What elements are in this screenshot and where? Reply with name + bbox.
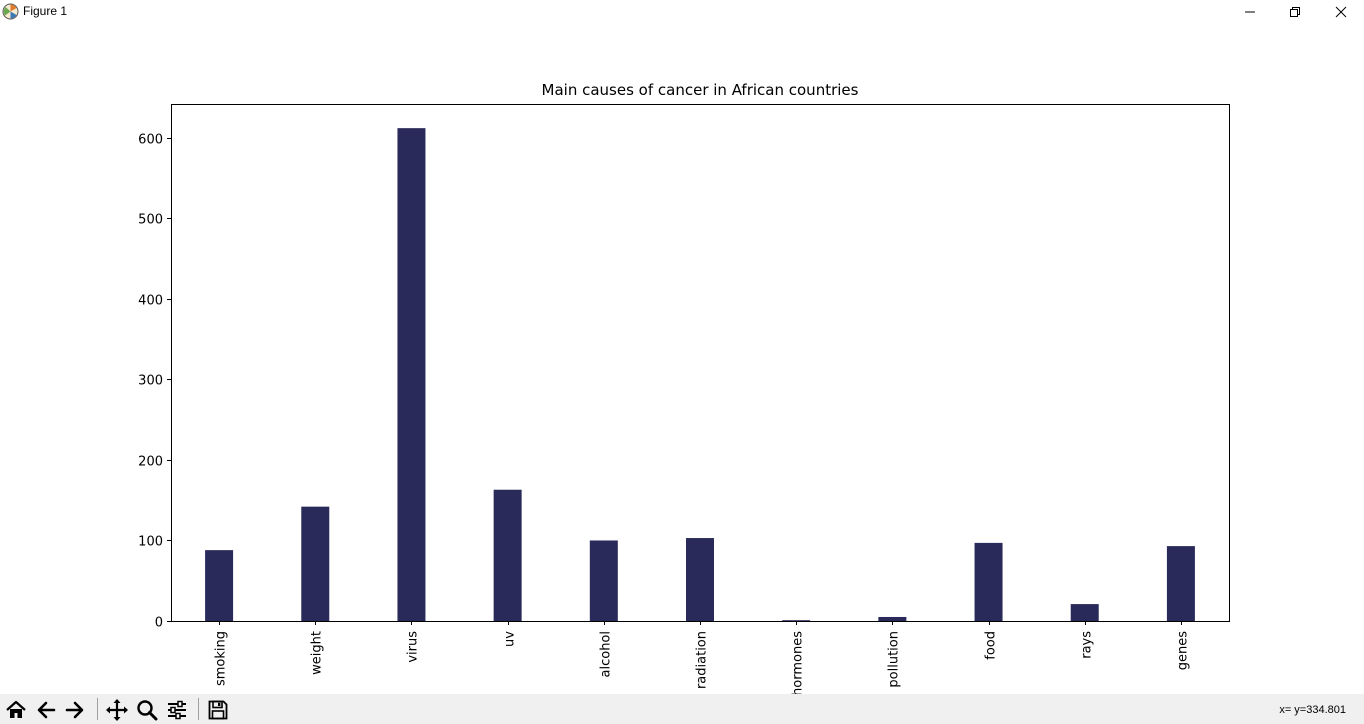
- window-title: Figure 1: [23, 4, 68, 18]
- bar-weight: [301, 506, 330, 621]
- y-tick-label: 100: [138, 535, 163, 550]
- window-titlebar: Figure 1: [0, 0, 1364, 24]
- bar-chart: 0 100 200 300 400 500 600 smoking weight virus uv a…: [138, 81, 1230, 694]
- y-tick-label: 600: [138, 133, 163, 148]
- bar-genes: [1166, 546, 1195, 621]
- close-button[interactable]: [1318, 0, 1364, 24]
- y-tick-label: 400: [138, 294, 163, 309]
- matplotlib-logo-icon: [2, 3, 19, 20]
- minimize-icon: [1245, 11, 1255, 13]
- maximize-icon: [1290, 7, 1300, 17]
- x-tick-label-pollution: pollution: [887, 631, 902, 688]
- bar-alcohol: [589, 540, 618, 621]
- bar-smoking: [205, 550, 234, 621]
- bar-virus: [397, 128, 426, 621]
- bar-food: [974, 542, 1003, 621]
- bar-rays: [1070, 604, 1099, 621]
- x-tick-label-alcohol: alcohol: [599, 631, 614, 677]
- y-tick-label: 300: [138, 374, 163, 389]
- chart-title: Main causes of cancer in African countri…: [542, 81, 859, 99]
- configure-subplots-icon: [168, 700, 186, 720]
- x-tick-label-rays: rays: [1080, 631, 1095, 659]
- bar-uv: [493, 489, 522, 621]
- close-icon: [1335, 6, 1347, 18]
- zoom-icon: [137, 700, 158, 721]
- y-tick-label: 500: [138, 213, 163, 228]
- back-icon: [37, 701, 56, 719]
- toolbar-separator: [97, 698, 98, 720]
- toolbar-separator: [198, 698, 199, 720]
- x-tick-label-virus: virus: [406, 631, 421, 663]
- bar-hormones: [782, 620, 811, 621]
- figure-canvas[interactable]: 0 100 200 300 400 500 600 smoking weight virus uv a…: [0, 24, 1364, 694]
- forward-icon: [65, 701, 84, 719]
- x-tick-label-smoking: smoking: [214, 631, 229, 686]
- bar-radiation: [686, 538, 714, 621]
- pan-icon: [106, 699, 128, 721]
- bar-pollution: [878, 616, 907, 621]
- pan-button[interactable]: [104, 697, 130, 723]
- save-button[interactable]: [205, 697, 231, 723]
- x-tick-label-hormones: hormones: [791, 631, 806, 694]
- x-tick-label-uv: uv: [503, 631, 518, 647]
- x-tick-label-food: food: [984, 631, 999, 660]
- x-tick-label-weight: weight: [310, 631, 325, 675]
- maximize-button[interactable]: [1272, 0, 1318, 24]
- x-tick-label-radiation: radiation: [695, 631, 710, 689]
- zoom-button[interactable]: [134, 697, 160, 723]
- y-tick-label: 200: [138, 455, 163, 470]
- x-tick-label-genes: genes: [1176, 631, 1191, 670]
- y-tick-label: 0: [155, 616, 163, 631]
- back-button[interactable]: [33, 697, 59, 723]
- configure-subplots-button[interactable]: [164, 697, 190, 723]
- home-button[interactable]: [3, 697, 29, 723]
- forward-button[interactable]: [62, 697, 88, 723]
- cursor-coordinates: x= y=334.801: [1279, 704, 1346, 716]
- navigation-toolbar: x= y=334.801: [0, 694, 1364, 724]
- minimize-button[interactable]: [1227, 0, 1273, 24]
- save-icon: [208, 700, 228, 720]
- home-icon: [6, 700, 26, 718]
